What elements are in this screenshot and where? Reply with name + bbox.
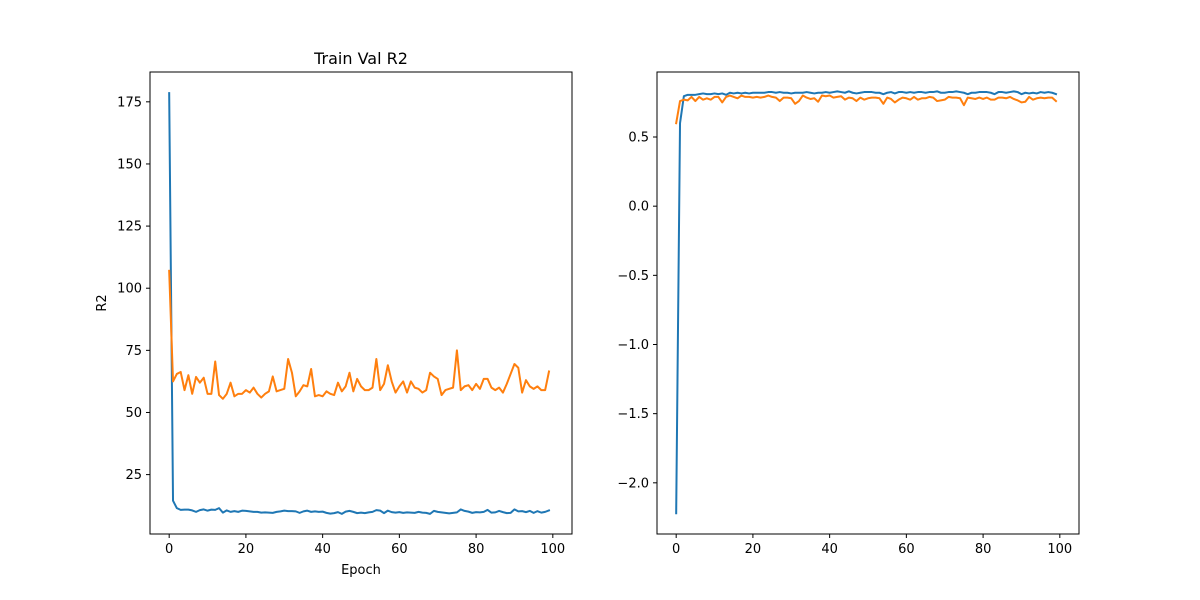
left-x-tick-label: 80 — [468, 542, 485, 557]
left-x-tick-label: 40 — [314, 542, 331, 557]
right-x-tick-label: 100 — [1047, 542, 1072, 557]
left-series-layer — [168, 92, 551, 515]
right-x-tick-label: 80 — [975, 542, 992, 557]
right-y-tick-label: −1.0 — [617, 338, 649, 353]
right-x-tick-label: 0 — [672, 542, 680, 557]
left-x-tick-label: 0 — [165, 542, 173, 557]
left-y-tick-label: 25 — [125, 468, 142, 483]
right-y-tick-label: −1.5 — [617, 407, 649, 422]
right-series-line-2 — [675, 94, 1058, 125]
right-y-tick-label: −0.5 — [617, 269, 649, 284]
left-x-axis-label: Epoch — [341, 563, 381, 578]
right-x-tick-label: 40 — [821, 542, 838, 557]
left-y-tick-label: 125 — [117, 220, 142, 235]
left-y-tick-label: 175 — [117, 95, 142, 110]
right-plot-frame — [656, 71, 1080, 535]
left-y-axis-label: R2 — [95, 294, 110, 311]
right-series-layer — [675, 90, 1058, 515]
right-x-tick-label: 20 — [745, 542, 762, 557]
right-y-tick-label: 0.0 — [628, 200, 649, 215]
left-x-tick-label: 100 — [540, 542, 565, 557]
right-series-line-1 — [675, 90, 1058, 515]
right-y-tick-label: 0.5 — [628, 131, 649, 146]
right-subplot: 0 20 40 60 80 100 −2.0 −1.5 −1.0 −0.5 0.0 0.5 — [617, 71, 1080, 557]
left-chart-title: Train Val R2 — [313, 49, 408, 68]
left-y-tick-label: 150 — [117, 157, 142, 172]
left-x-axis: 0 20 40 60 80 100 — [165, 534, 565, 557]
left-x-tick-label: 20 — [238, 542, 255, 557]
left-series-line-2 — [168, 269, 551, 400]
right-y-tick-label: −2.0 — [617, 476, 649, 491]
left-x-tick-label: 60 — [391, 542, 408, 557]
left-y-tick-label: 100 — [117, 282, 142, 297]
right-x-tick-label: 60 — [898, 542, 915, 557]
right-y-axis: −2.0 −1.5 −1.0 −0.5 0.0 0.5 — [617, 131, 657, 491]
left-series-line-1 — [168, 92, 551, 515]
right-x-axis: 0 20 40 60 80 100 — [672, 534, 1072, 557]
left-y-tick-label: 75 — [125, 344, 142, 359]
left-subplot: Train Val R2 0 20 40 60 80 100 25 50 75 100 125 15… — [95, 49, 573, 578]
left-y-tick-label: 50 — [125, 406, 142, 421]
left-plot-frame — [149, 71, 573, 535]
left-y-axis: 25 50 75 100 125 150 175 — [117, 95, 150, 483]
